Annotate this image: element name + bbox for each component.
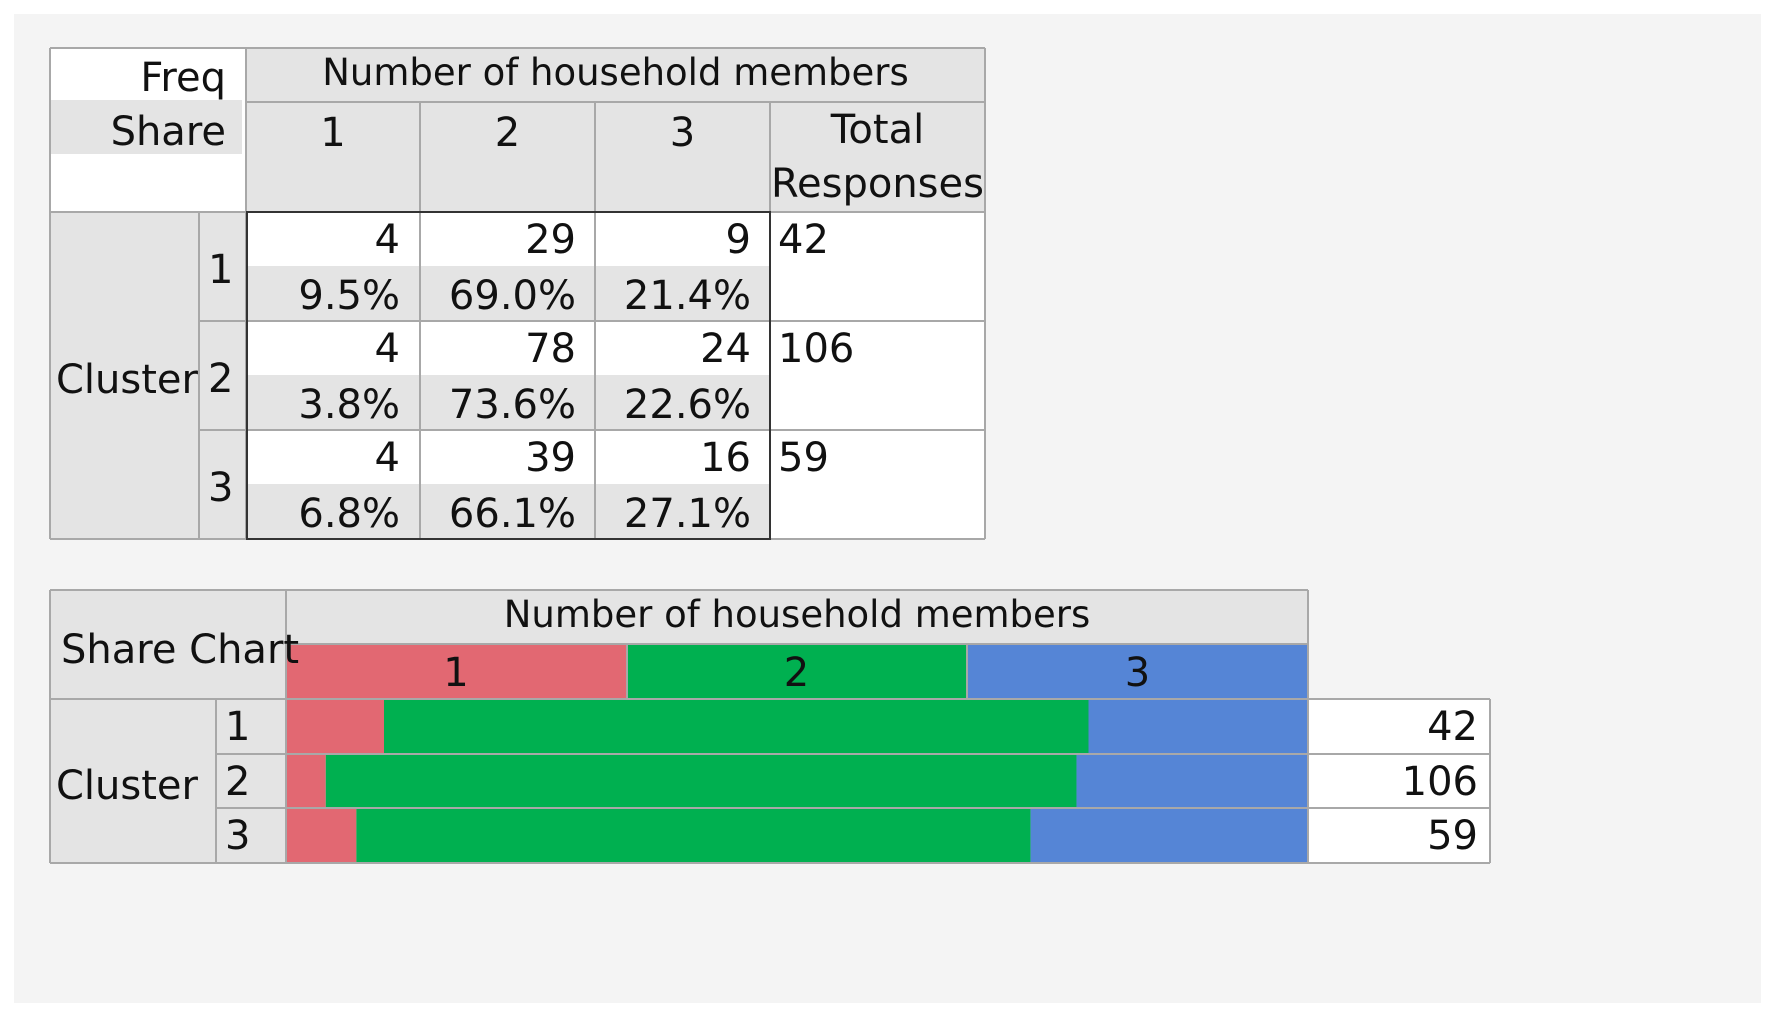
bar-cluster-2-series-1 [287, 755, 326, 808]
share-band-row-1 [248, 266, 770, 320]
column-label-3: 3 [669, 110, 696, 156]
share-chart-legend-label-3: 3 [1124, 650, 1151, 696]
legend-swatch-3 [967, 645, 1307, 699]
share-cell: 3.8% [298, 382, 400, 428]
share-chart-row-header-area [50, 699, 286, 863]
panel: Freq Share Number of household members 1… [14, 14, 1761, 1003]
legend-freq: Freq [140, 55, 226, 101]
share-cell: 73.6% [448, 382, 576, 428]
share-cell: 22.6% [623, 382, 751, 428]
share-chart-total-1: 42 [1427, 704, 1478, 750]
share-cell: 27.1% [623, 491, 751, 537]
share-chart-row-header: Cluster [56, 763, 198, 809]
freq-cell: 39 [525, 435, 576, 481]
legend-swatch-2 [627, 645, 967, 699]
row-header: Cluster [56, 357, 198, 403]
column-label-2: 2 [494, 110, 521, 156]
freq-cell: 24 [700, 326, 751, 372]
share-band-row-2 [248, 375, 770, 429]
share-band-row-3 [248, 484, 770, 538]
bar-cluster-2-series-2 [325, 755, 1077, 808]
row-label-3: 3 [208, 465, 234, 511]
share-cell: 9.5% [298, 273, 400, 319]
crosstab-grid [49, 47, 986, 540]
freq-cell: 4 [374, 217, 400, 263]
share-chart-header-cell [286, 590, 1308, 644]
row-label-1: 1 [208, 247, 234, 293]
freq-cell: 4 [374, 435, 400, 481]
freq-cell: 4 [374, 326, 400, 372]
share-chart-legend-label-1: 1 [443, 650, 469, 696]
total-cell: 59 [778, 435, 829, 481]
total-cell: 42 [778, 217, 829, 263]
freq-cell: 29 [525, 217, 576, 263]
bar-cluster-3-series-2 [356, 809, 1031, 862]
share-chart-total-3: 59 [1427, 813, 1478, 859]
total-header-line1: Total [830, 107, 925, 153]
freq-cell: 78 [525, 326, 576, 372]
share-chart-row-label-2: 2 [225, 759, 251, 805]
share-chart-column-header: Number of household members [503, 593, 1091, 636]
freq-cell: 9 [725, 217, 751, 263]
legend-share-band [50, 100, 242, 154]
share-chart-totals-area [1308, 699, 1490, 863]
column-header: Number of household members [322, 51, 909, 94]
row-header-area [50, 212, 246, 539]
share-cell: 66.1% [448, 491, 576, 537]
bar-cluster-1-series-3 [1088, 700, 1307, 753]
bar-cluster-2-series-3 [1076, 755, 1307, 808]
bar-cluster-3-series-1 [287, 809, 357, 862]
bar-cluster-1-series-2 [383, 700, 1089, 753]
share-chart-legend-label-2: 2 [783, 650, 810, 696]
share-chart-plot [49, 589, 1491, 864]
total-header-line2: Responses [771, 161, 984, 207]
row-label-2: 2 [208, 356, 234, 402]
share-cell: 21.4% [623, 273, 751, 319]
share-chart-title: Share Chart [61, 627, 300, 673]
bar-cluster-1-series-1 [287, 700, 384, 753]
column-label-1: 1 [320, 110, 346, 156]
legend-share: Share [110, 109, 226, 155]
freq-cell: 16 [700, 435, 751, 481]
share-chart-row-label-3: 3 [225, 813, 251, 859]
share-chart-title-cell [50, 590, 286, 699]
bar-cluster-3-series-3 [1030, 809, 1307, 862]
column-header-area [246, 48, 985, 212]
share-chart-row-label-1: 1 [225, 704, 251, 750]
share-chart-total-2: 106 [1401, 759, 1478, 805]
legend-swatch-1 [287, 645, 627, 699]
share-cell: 6.8% [298, 491, 400, 537]
total-cell: 106 [778, 326, 855, 372]
share-cell: 69.0% [448, 273, 576, 319]
